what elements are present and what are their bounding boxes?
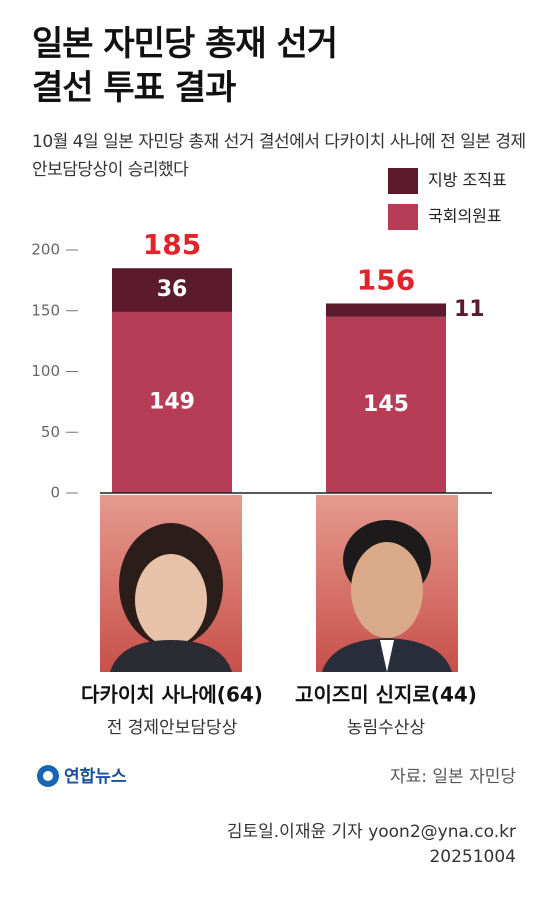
total-label: 185	[143, 228, 201, 261]
y-tick-label: 50	[41, 423, 60, 441]
legend-swatch	[388, 204, 418, 230]
credit: 김토일.이재윤 기자 yoon2@yna.co.kr	[227, 822, 516, 842]
category-role: 전 경제안보담당상	[107, 718, 238, 738]
bar-segment	[112, 268, 232, 312]
value-label: 36	[157, 277, 188, 302]
category-label: 다카이치 사나에(64)	[81, 683, 263, 707]
logo: 연합뉴스	[64, 766, 127, 787]
bar-segment	[326, 316, 446, 493]
source: 자료: 일본 자민당	[390, 767, 516, 787]
photo	[316, 495, 458, 672]
logo-icon	[37, 765, 59, 787]
y-tick-label: 100	[31, 362, 60, 380]
value-label: 11	[454, 297, 485, 322]
y-tick-label: 150	[31, 301, 60, 319]
category-role: 농림수산상	[347, 718, 426, 738]
bar-segment	[326, 303, 446, 317]
photo	[100, 495, 242, 672]
legend-label: 국회의원표	[428, 207, 502, 226]
bar-segment	[112, 311, 232, 493]
value-label: 145	[363, 392, 409, 417]
y-tick-label: 200	[31, 241, 60, 259]
total-label: 156	[357, 263, 415, 296]
value-label: 149	[149, 389, 195, 414]
category-label: 고이즈미 신지로(44)	[295, 683, 477, 707]
chart-subtitle: 10월 4일 일본 자민당 총재 선거 결선에서 다카이치 사나에 전 일본 경…	[32, 132, 526, 180]
y-tick-label: 0	[50, 484, 60, 502]
chart-title: 일본 자민당 총재 선거 결선 투표 결과	[32, 24, 338, 108]
date: 20251004	[429, 847, 516, 867]
